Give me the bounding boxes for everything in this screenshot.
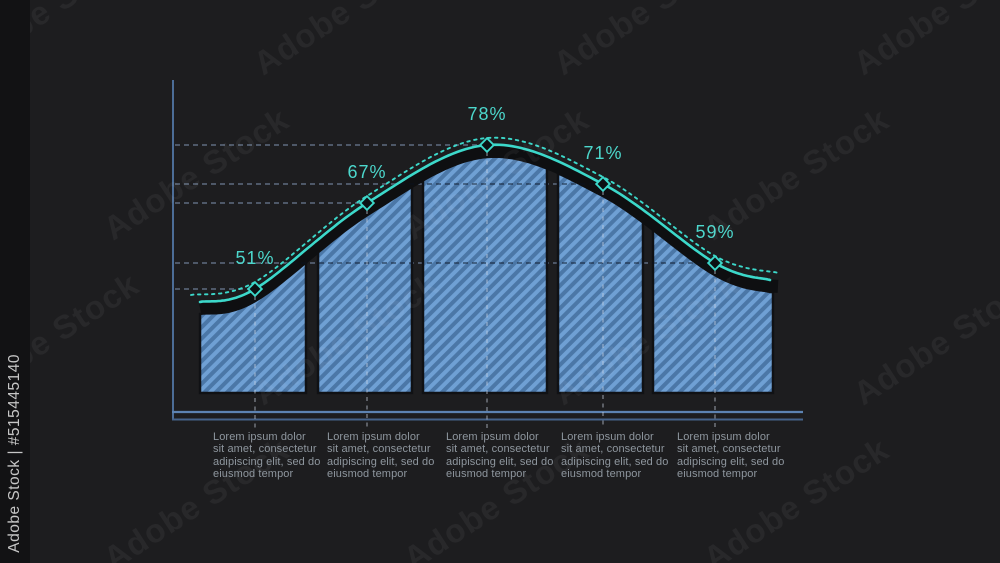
caption-line: adipiscing elit, sed do — [677, 455, 785, 468]
diamond-marker — [706, 254, 724, 272]
adobe-stock-sidebar: Adobe Stock | #515445140 — [0, 0, 30, 563]
caption-line: eiusmod tempor — [213, 467, 294, 480]
caption-line: sit amet, consectetur — [446, 443, 550, 456]
caption-line: eiusmod tempor — [561, 467, 642, 480]
diamond-marker — [594, 175, 612, 193]
caption-line: eiusmod tempor — [446, 467, 527, 480]
bar-caption: Lorem ipsum dolor sit amet, consectetur … — [677, 431, 797, 480]
caption-line: sit amet, consectetur — [213, 443, 317, 456]
caption-line: sit amet, consectetur — [677, 443, 781, 456]
caption-line: Lorem ipsum dolor — [446, 431, 539, 443]
caption-line: sit amet, consectetur — [327, 443, 431, 456]
caption-line: Lorem ipsum dolor — [677, 431, 770, 443]
caption-line: Lorem ipsum dolor — [327, 431, 420, 443]
diamond-marker — [246, 280, 264, 298]
bar-caption: Lorem ipsum dolor sit amet, consectetur … — [213, 431, 333, 480]
diamond-marker — [358, 194, 376, 212]
bar-caption: Lorem ipsum dolor sit amet, consectetur … — [327, 431, 447, 480]
percent-label: 67% — [347, 162, 386, 182]
caption-line: Lorem ipsum dolor — [561, 431, 654, 443]
bar-caption: Lorem ipsum dolor sit amet, consectetur … — [446, 431, 566, 480]
percent-label: 59% — [695, 222, 734, 242]
percent-label: 71% — [583, 143, 622, 163]
caption-line: adipiscing elit, sed do — [446, 455, 554, 468]
caption-line: adipiscing elit, sed do — [561, 455, 669, 468]
caption-line: eiusmod tempor — [327, 467, 408, 480]
diamond-marker — [478, 136, 496, 154]
percent-label: 78% — [467, 104, 506, 124]
stock-id-label: Adobe Stock | #515445140 — [6, 354, 23, 553]
caption-line: adipiscing elit, sed do — [327, 455, 435, 468]
caption-line: Lorem ipsum dolor — [213, 431, 306, 443]
caption-line: eiusmod tempor — [677, 467, 758, 480]
caption-line: sit amet, consectetur — [561, 443, 665, 456]
bar-caption: Lorem ipsum dolor sit amet, consectetur … — [561, 431, 681, 480]
percent-label: 51% — [235, 248, 274, 268]
caption-line: adipiscing elit, sed do — [213, 455, 321, 468]
